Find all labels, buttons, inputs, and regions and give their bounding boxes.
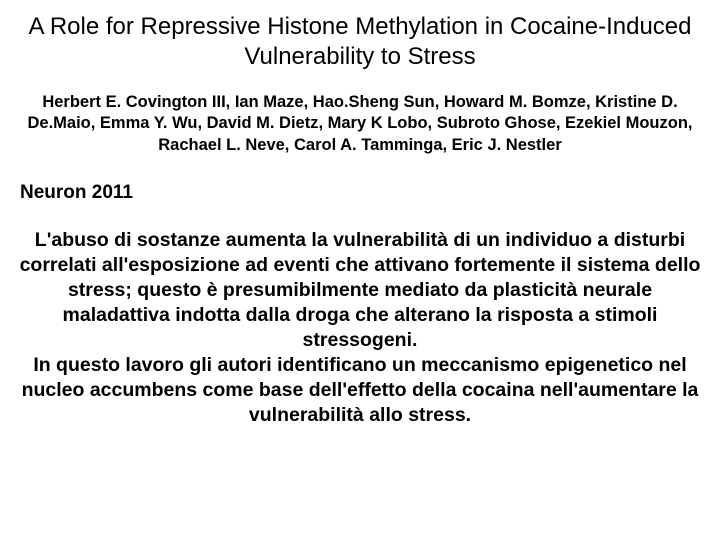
paper-title: A Role for Repressive Histone Methylatio… [14, 12, 706, 72]
author-list: Herbert E. Covington III, Ian Maze, Hao.… [14, 92, 706, 156]
journal-citation: Neuron 2011 [14, 182, 706, 204]
abstract-text: L'abuso di sostanze aumenta la vulnerabi… [14, 228, 706, 428]
